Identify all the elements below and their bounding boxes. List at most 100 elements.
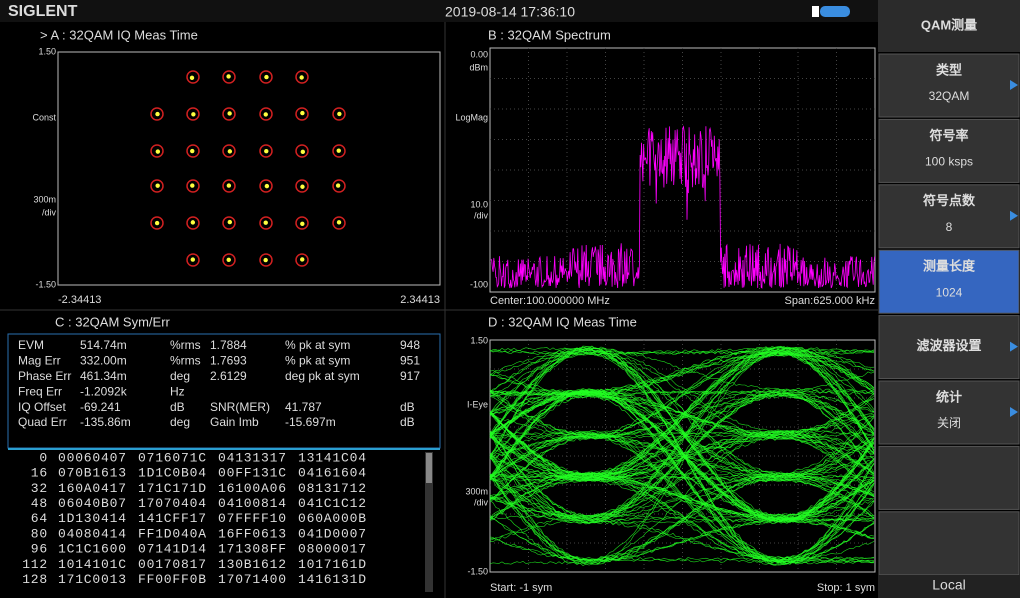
constellation-ring bbox=[259, 216, 273, 230]
menu-arrow bbox=[1010, 407, 1018, 417]
symbol-word: 1416131D bbox=[298, 572, 367, 587]
metric-cell: 917 bbox=[400, 369, 420, 383]
scrollbar bbox=[425, 452, 433, 592]
menu-label: 测量长度 bbox=[923, 259, 976, 274]
symbol-word: 070B1613 bbox=[58, 466, 127, 481]
eye-trace bbox=[489, 350, 875, 524]
footer bbox=[878, 575, 1020, 598]
metric-cell: -15.697m bbox=[285, 415, 336, 429]
menu-arrow bbox=[1010, 80, 1018, 90]
menu-label: 类型 bbox=[936, 62, 962, 77]
metric-cell: SNR(MER) bbox=[210, 400, 270, 414]
symbol-index: 16 bbox=[31, 466, 48, 481]
axis-label: 1.50 bbox=[38, 46, 56, 56]
constellation-point bbox=[190, 257, 196, 262]
metric-cell: Phase Err bbox=[18, 369, 71, 383]
axis-label: /div bbox=[474, 497, 489, 507]
constellation-point bbox=[226, 183, 232, 188]
menu-item[interactable] bbox=[878, 53, 1020, 118]
metric-cell: % pk at sym bbox=[285, 338, 350, 352]
symbol-index: 0 bbox=[39, 450, 48, 465]
constellation-point bbox=[227, 149, 233, 154]
eye-trace bbox=[489, 349, 875, 460]
metric-cell: Freq Err bbox=[18, 384, 62, 398]
axis-label: Start: -1 sym bbox=[490, 582, 552, 594]
constellation-point bbox=[226, 257, 231, 263]
symbol-word: 13141C04 bbox=[298, 450, 367, 465]
battery-icon bbox=[812, 6, 819, 17]
constellation-point bbox=[336, 220, 342, 225]
menu-header bbox=[878, 0, 1020, 52]
symbol-word: 08131712 bbox=[298, 481, 367, 496]
constellation-point bbox=[155, 149, 161, 154]
constellation-ring bbox=[222, 253, 236, 267]
menu-title: QAM测量 bbox=[921, 17, 977, 32]
metric-cell: deg bbox=[170, 369, 190, 383]
symbol-word: 00FF131C bbox=[218, 466, 287, 481]
constellation-point bbox=[300, 221, 305, 227]
constellation-point bbox=[300, 149, 306, 155]
axis-label: Const bbox=[32, 112, 56, 122]
constellation-ring bbox=[259, 179, 273, 193]
axis-label: 300m bbox=[465, 486, 488, 496]
axis-label: -100 bbox=[470, 279, 488, 289]
constellation-ring bbox=[222, 144, 236, 158]
metric-cell: Gain Imb bbox=[210, 415, 259, 429]
status-bar bbox=[0, 0, 878, 22]
symbol-word: 00060407 bbox=[58, 450, 127, 465]
symbol-index: 32 bbox=[31, 481, 48, 496]
plot-frame bbox=[57, 51, 441, 286]
menu-value: 100 ksps bbox=[925, 155, 973, 169]
constellation-ring bbox=[186, 216, 200, 230]
metric-cell: % pk at sym bbox=[285, 354, 350, 368]
menu-item[interactable] bbox=[878, 315, 1020, 380]
symbol-index: 48 bbox=[31, 496, 48, 511]
constellation-point bbox=[300, 257, 305, 262]
symbol-word: 1C1C1600 bbox=[58, 542, 127, 557]
symbol-word: 041D0007 bbox=[298, 526, 367, 541]
menu-item[interactable] bbox=[878, 380, 1020, 445]
eye-trace bbox=[489, 390, 875, 475]
menu-item[interactable] bbox=[878, 249, 1020, 314]
constellation-ring bbox=[150, 216, 164, 230]
symbol-word: FF1D040A bbox=[138, 526, 207, 541]
symbol-index: 112 bbox=[22, 557, 48, 572]
constellation-ring bbox=[295, 107, 309, 121]
metric-cell: 461.34m bbox=[80, 369, 127, 383]
metric-cell: 951 bbox=[400, 354, 420, 368]
menu-item bbox=[878, 511, 1020, 576]
axis-label: -1.50 bbox=[467, 566, 488, 576]
metric-cell: 41.787 bbox=[285, 400, 322, 414]
symbol-word: 130B1612 bbox=[218, 557, 287, 572]
constellation-ring bbox=[186, 253, 200, 267]
constellation-ring bbox=[259, 107, 273, 121]
constellation-ring bbox=[295, 216, 309, 230]
symbol-word: 171C171D bbox=[138, 481, 207, 496]
symbol-word: 16FF0613 bbox=[218, 526, 287, 541]
eye-trace bbox=[489, 351, 875, 566]
eye-trace bbox=[489, 472, 875, 519]
symbol-word: 17070404 bbox=[138, 496, 207, 511]
axis-label: /div bbox=[474, 210, 489, 220]
constellation-ring bbox=[259, 253, 273, 267]
eye-trace bbox=[489, 413, 875, 476]
eye-trace bbox=[489, 346, 875, 564]
eye-trace bbox=[490, 345, 875, 475]
constellation-point bbox=[226, 74, 231, 79]
symbol-index: 80 bbox=[31, 526, 48, 541]
symbol-index: 128 bbox=[22, 572, 48, 587]
constellation-ring bbox=[186, 144, 200, 158]
eye-trace bbox=[489, 350, 875, 453]
eye-trace bbox=[489, 390, 875, 397]
menu-item[interactable] bbox=[878, 184, 1020, 249]
menu-item[interactable] bbox=[878, 118, 1020, 183]
trace-title: B : 32QAM Spectrum bbox=[488, 27, 611, 42]
metric-cell: Mag Err bbox=[18, 354, 61, 368]
constellation-ring bbox=[186, 107, 200, 121]
eye-trace bbox=[489, 411, 875, 563]
axis-label: 0.00 bbox=[470, 49, 488, 59]
eye-trace bbox=[489, 391, 875, 524]
constellation-point bbox=[300, 110, 305, 116]
